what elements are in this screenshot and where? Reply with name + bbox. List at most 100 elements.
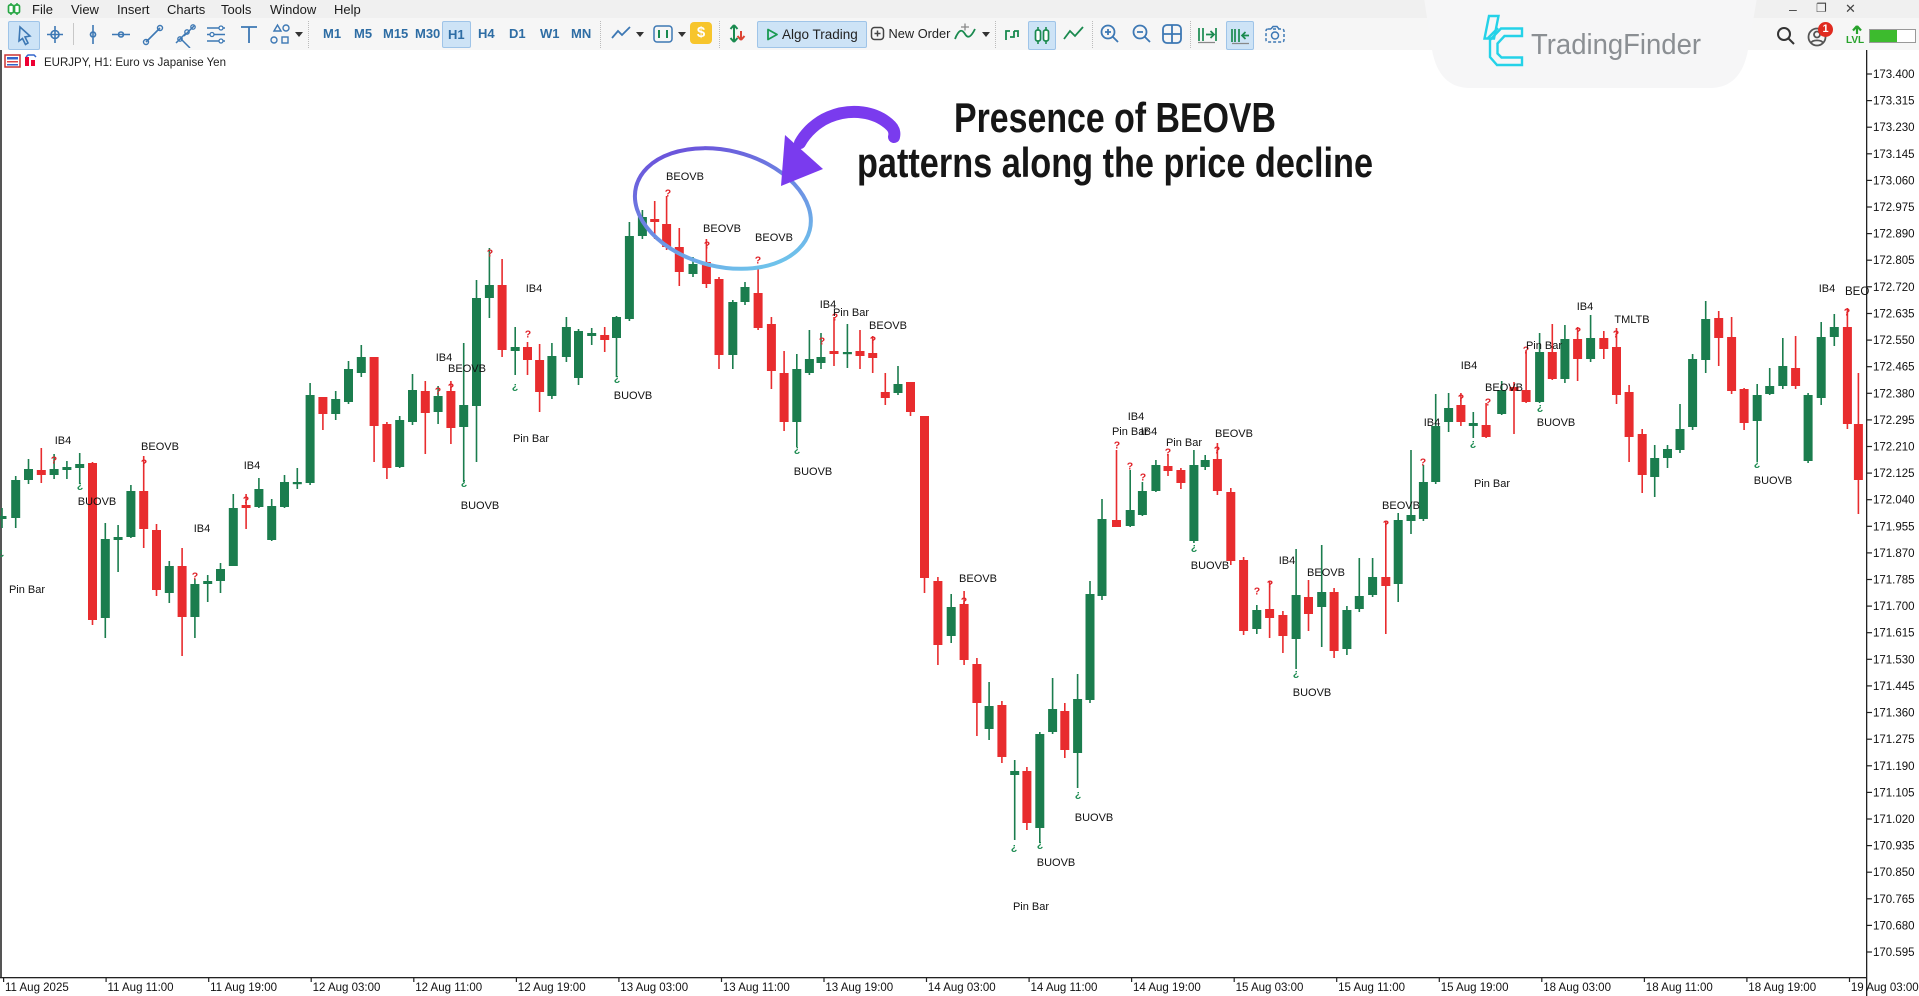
svg-text:BEOVB: BEOVB <box>1485 382 1523 394</box>
svg-text:173.145: 173.145 <box>1873 149 1915 161</box>
svg-text:13 Aug 03:00: 13 Aug 03:00 <box>620 982 688 994</box>
svg-text:?: ? <box>512 381 518 393</box>
svg-text:BEO: BEO <box>1845 286 1869 298</box>
svg-text:?: ? <box>448 382 454 394</box>
svg-text:?: ? <box>1165 447 1171 459</box>
svg-text:170.850: 170.850 <box>1873 867 1915 879</box>
svg-text:Pin Bar: Pin Bar <box>1526 340 1562 352</box>
svg-text:?: ? <box>819 336 825 348</box>
svg-text:?: ? <box>1420 457 1426 469</box>
svg-text:171.190: 171.190 <box>1873 761 1915 773</box>
svg-text:?: ? <box>1485 397 1491 409</box>
svg-text:173.315: 173.315 <box>1873 96 1915 108</box>
svg-text:170.765: 170.765 <box>1873 894 1915 906</box>
svg-text:?: ? <box>870 335 876 347</box>
svg-text:BUOVB: BUOVB <box>78 496 117 508</box>
svg-text:12 Aug 03:00: 12 Aug 03:00 <box>313 982 381 994</box>
svg-text:?: ? <box>1293 668 1299 680</box>
svg-text:BUOVB: BUOVB <box>794 466 833 478</box>
svg-text:171.445: 171.445 <box>1873 681 1915 693</box>
svg-text:172.550: 172.550 <box>1873 335 1915 347</box>
svg-text:15 Aug 19:00: 15 Aug 19:00 <box>1441 982 1509 994</box>
svg-text:BEOVB: BEOVB <box>141 441 179 453</box>
svg-text:173.060: 173.060 <box>1873 175 1915 187</box>
svg-text:Presence of BEOVB: Presence of BEOVB <box>954 94 1276 141</box>
svg-text:171.275: 171.275 <box>1873 734 1915 746</box>
svg-text:18 Aug 11:00: 18 Aug 11:00 <box>1646 982 1713 994</box>
svg-text:19 Aug 03:00: 19 Aug 03:00 <box>1851 982 1919 994</box>
svg-text:?: ? <box>435 386 441 398</box>
svg-text:IB4: IB4 <box>194 523 211 535</box>
svg-text:15 Aug 03:00: 15 Aug 03:00 <box>1236 982 1304 994</box>
svg-text:Pin Bar: Pin Bar <box>833 307 869 319</box>
svg-text:patterns along the price decli: patterns along the price decline <box>857 139 1373 186</box>
svg-text:171.870: 171.870 <box>1873 548 1915 560</box>
svg-text:?: ? <box>1267 579 1273 591</box>
svg-text:BEOVB: BEOVB <box>1307 567 1345 579</box>
svg-text:172.805: 172.805 <box>1873 255 1915 267</box>
svg-text:TMLTB: TMLTB <box>1614 314 1649 326</box>
svg-text:BEOVB: BEOVB <box>1215 428 1253 440</box>
svg-text:?: ? <box>525 329 531 341</box>
svg-text:IB4: IB4 <box>244 460 261 472</box>
svg-text:?: ? <box>1011 842 1017 854</box>
svg-text:13 Aug 11:00: 13 Aug 11:00 <box>723 982 790 994</box>
svg-text:EURJPY, H1: Euro vs Japanise: EURJPY, H1: Euro vs Japanise Yen <box>44 57 226 69</box>
svg-text:?: ? <box>1075 789 1081 801</box>
svg-text:13 Aug 19:00: 13 Aug 19:00 <box>825 982 893 994</box>
svg-text:?: ? <box>243 495 249 507</box>
svg-text:18 Aug 03:00: 18 Aug 03:00 <box>1543 982 1611 994</box>
svg-text:11 Aug 2025: 11 Aug 2025 <box>5 982 69 994</box>
svg-text:12 Aug 11:00: 12 Aug 11:00 <box>415 982 482 994</box>
svg-text:?: ? <box>461 477 467 489</box>
svg-text:171.105: 171.105 <box>1873 787 1915 799</box>
svg-text:172.040: 172.040 <box>1873 495 1915 507</box>
svg-text:Pin Bar: Pin Bar <box>513 433 549 445</box>
svg-text:172.380: 172.380 <box>1873 388 1915 400</box>
svg-text:Pin Bar: Pin Bar <box>1013 901 1049 913</box>
svg-text:171.700: 171.700 <box>1873 601 1915 613</box>
svg-text:BUOVB: BUOVB <box>461 500 500 512</box>
svg-text:IB4: IB4 <box>1128 411 1145 423</box>
svg-text:?: ? <box>487 248 493 260</box>
svg-text:?: ? <box>192 571 198 583</box>
svg-text:172.210: 172.210 <box>1873 442 1915 454</box>
svg-text:?: ? <box>755 255 761 267</box>
svg-text:171.020: 171.020 <box>1873 814 1915 826</box>
svg-text:?: ? <box>51 455 57 467</box>
svg-text:BEOVB: BEOVB <box>448 363 486 375</box>
svg-text:171.615: 171.615 <box>1873 628 1915 640</box>
svg-text:?: ? <box>704 240 710 252</box>
svg-text:?: ? <box>0 547 4 559</box>
svg-text:BEOVB: BEOVB <box>755 232 793 244</box>
svg-text:12 Aug 19:00: 12 Aug 19:00 <box>518 982 586 994</box>
svg-text:BUOVB: BUOVB <box>1075 812 1114 824</box>
svg-text:173.400: 173.400 <box>1873 69 1915 81</box>
svg-text:171.360: 171.360 <box>1873 708 1915 720</box>
svg-text:IB4: IB4 <box>436 352 453 364</box>
svg-text:Pin Bar: Pin Bar <box>1112 426 1148 438</box>
svg-text:?: ? <box>1254 586 1260 598</box>
svg-text:14 Aug 03:00: 14 Aug 03:00 <box>928 982 996 994</box>
svg-text:BEOVB: BEOVB <box>703 223 741 235</box>
svg-text:BUOVB: BUOVB <box>614 390 653 402</box>
svg-text:172.465: 172.465 <box>1873 362 1915 374</box>
svg-text:?: ? <box>614 373 620 385</box>
svg-text:?: ? <box>1383 519 1389 531</box>
svg-text:Pin Bar: Pin Bar <box>1166 437 1202 449</box>
svg-text:?: ? <box>1114 440 1120 452</box>
svg-text:?: ? <box>77 480 83 492</box>
svg-text:?: ? <box>141 458 147 470</box>
svg-text:?: ? <box>832 312 838 324</box>
svg-text:172.975: 172.975 <box>1873 202 1915 214</box>
svg-text:BUOVB: BUOVB <box>1037 857 1076 869</box>
svg-text:?: ? <box>1127 461 1133 473</box>
svg-text:BUOVB: BUOVB <box>1293 687 1332 699</box>
svg-text:BEOVB: BEOVB <box>1382 500 1420 512</box>
svg-text:14 Aug 19:00: 14 Aug 19:00 <box>1133 982 1201 994</box>
svg-text:BUOVB: BUOVB <box>1754 475 1793 487</box>
svg-text:171.955: 171.955 <box>1873 521 1915 533</box>
svg-text:IB4: IB4 <box>55 435 72 447</box>
svg-text:BUOVB: BUOVB <box>1537 417 1576 429</box>
svg-text:11 Aug 11:00: 11 Aug 11:00 <box>108 982 174 994</box>
